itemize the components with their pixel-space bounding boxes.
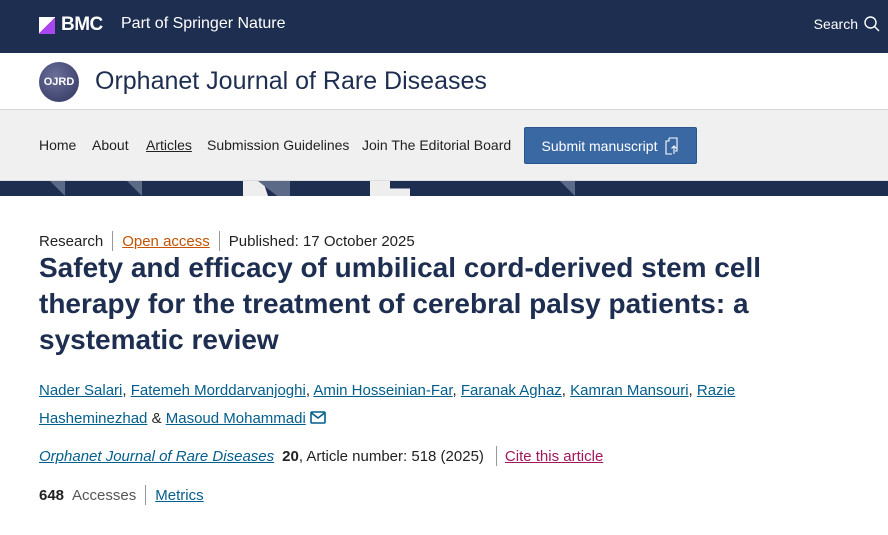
- access-metrics: 648 Accesses Metrics: [39, 485, 204, 505]
- springer-tagline[interactable]: Part of Springer Nature: [121, 15, 286, 32]
- volume: 20: [282, 447, 299, 465]
- author-link[interactable]: Razie Hasheminezhad: [39, 382, 736, 427]
- top-bar: BMC Part of Springer Nature Search: [0, 0, 888, 53]
- journal-logo[interactable]: OJRD: [39, 62, 79, 102]
- journal-title[interactable]: Orphanet Journal of Rare Diseases: [95, 67, 487, 95]
- banner-pattern: [0, 181, 888, 196]
- bmc-logo-mark-icon: [39, 16, 55, 34]
- author-link[interactable]: Faranak Aghaz: [460, 382, 562, 399]
- author-link[interactable]: Masoud Mohammadi: [165, 410, 306, 427]
- submit-label: Submit manuscript: [541, 137, 658, 154]
- search-icon: [864, 16, 880, 32]
- email-icon[interactable]: [310, 411, 326, 424]
- nav-submission-guidelines[interactable]: Submission Guidelines: [207, 137, 350, 153]
- open-access-link[interactable]: Open access: [122, 232, 210, 250]
- article-title: Safety and efficacy of umbilical cord-de…: [39, 252, 762, 355]
- author-link[interactable]: Fatemeh Morddarvanjoghi: [130, 382, 306, 399]
- metrics-link[interactable]: Metrics: [155, 486, 204, 504]
- submit-manuscript-button[interactable]: Submit manuscript: [524, 127, 697, 164]
- article-type: Research: [39, 232, 104, 250]
- bmc-brand: BMC: [61, 14, 103, 35]
- article-meta: Research Open access Published: 17 Octob…: [39, 231, 415, 251]
- nav-articles[interactable]: Articles: [146, 137, 192, 153]
- nav-editorial-board[interactable]: Join The Editorial Board: [362, 137, 512, 153]
- divider: [145, 485, 147, 505]
- author-list: Nader Salari, Fatemeh Morddarvanjoghi, A…: [39, 382, 736, 427]
- divider: [218, 231, 220, 251]
- divider: [495, 446, 497, 466]
- accesses-label: Accesses: [72, 486, 137, 504]
- journal-bar: OJRD Orphanet Journal of Rare Diseases: [0, 53, 888, 110]
- divider: [112, 231, 114, 251]
- accesses-count: 648: [39, 486, 65, 504]
- bmc-logo[interactable]: BMC: [39, 14, 103, 36]
- author-link[interactable]: Nader Salari: [39, 382, 123, 399]
- citation-line: Orphanet Journal of Rare Diseases 20 , A…: [39, 446, 603, 466]
- author-link[interactable]: Kamran Mansouri: [570, 382, 689, 399]
- article-number: , Article number: 518 (2025): [298, 447, 484, 465]
- author-link[interactable]: Amin Hosseinian-Far: [313, 382, 453, 399]
- upload-document-icon: [665, 136, 679, 155]
- search-button[interactable]: Search: [814, 16, 880, 32]
- search-label: Search: [813, 16, 858, 32]
- nav-home[interactable]: Home: [39, 137, 77, 153]
- published-date: Published: 17 October 2025: [228, 232, 415, 250]
- journal-nav: Home About Articles Submission Guideline…: [0, 110, 888, 181]
- nav-about[interactable]: About: [92, 137, 129, 153]
- journal-link[interactable]: Orphanet Journal of Rare Diseases: [39, 447, 275, 465]
- cite-this-article-link[interactable]: Cite this article: [504, 447, 604, 465]
